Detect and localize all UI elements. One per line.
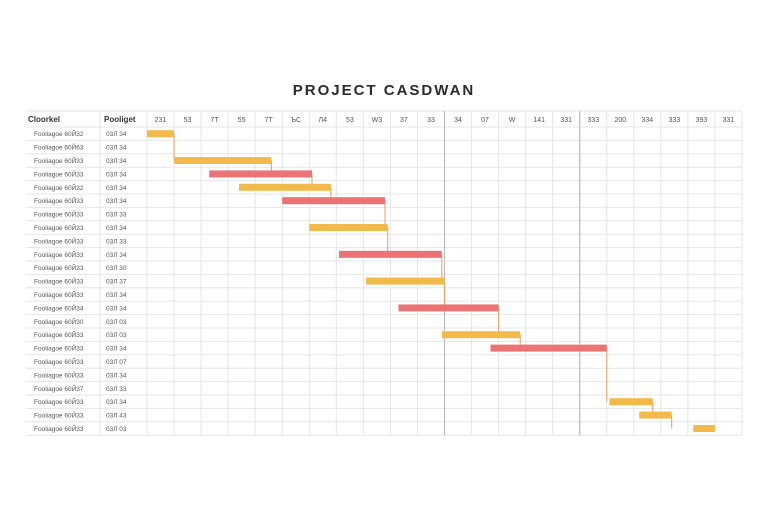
timeline-tick-label: 37 [400,117,408,124]
task-value-label: 03Л 34 [106,131,127,138]
task-name-label: Fooliagoe 60Й32 [34,183,84,192]
task-value-label: 03Л 34 [106,399,127,406]
task-name-label: Fooliagoe 60Й33 [34,236,84,245]
task-name-label: Fooliagoe 60Й30 [34,317,84,326]
chart-title: PROJECT CASDWAN [292,82,476,99]
timeline-tick-label: Л4 [319,117,328,124]
task-bar [339,250,442,258]
timeline-tick-label: W [509,117,516,124]
timeline-tick-label: 334 [641,117,653,124]
task-name-label: Fooliagoe 60Й33 [34,223,84,232]
task-name-label: Fooliagoe 60Й34 [34,303,84,312]
task-name-label: Fooliagoe 60Й33 [34,250,84,259]
task-value-label: 03Л 03 [106,426,127,433]
task-value-label: 03Л 33 [106,386,127,393]
timeline-tick-label: 07 [481,117,489,124]
timeline-tick-label: W3 [372,117,383,124]
task-bar [238,183,331,191]
labels-layer: Fooliagoe 60Й32 03Л 34 Fooliagoe 60Й63 03Л … [34,129,127,433]
task-value-label: 03Л 34 [106,252,127,259]
task-bar [441,331,521,339]
task-value-label: 03Л 34 [106,346,127,353]
task-value-label: 03Л 34 [106,292,127,299]
task-value-label: 03Л 03 [106,319,127,326]
task-name-label: Fooliagoe 60Й63 [34,143,84,152]
task-name-label: Fooliagoe 60Й33 [34,330,84,339]
bars-layer [147,130,715,432]
timeline-tick-label: 7T [265,117,274,124]
task-value-label: 03Л 34 [106,372,127,379]
timeline-tick-label: 53 [184,117,192,124]
task-bar [693,425,715,432]
timeline-tick-label: 7T [211,117,220,124]
task-value-label: 03Л 34 [106,171,127,178]
task-name-label: Fooliagoe 60Й33 [34,344,84,353]
task-value-label: 03Л 34 [106,198,127,205]
timeline-tick-label: 393 [696,117,708,124]
task-name-label: Fooliagoe 60Й37 [34,384,84,393]
task-name-label: Fooliagoe 60Й33 [34,397,84,406]
task-value-label: 03Л 07 [106,359,127,366]
timeline-tick-label: 33 [427,117,435,124]
task-bar [309,224,388,231]
task-bar [209,170,312,178]
task-value-label: 03Л 33 [106,212,127,219]
timeline-tick-label: 231 [155,117,167,124]
task-value-label: 03Л 43 [106,413,127,420]
task-value-label: 03Л 37 [106,279,127,286]
task-name-label: Fooliagoe 60Й33 [34,210,84,219]
task-name-label: Fooliagoe 60Й33 [34,424,84,433]
task-bar [282,197,385,205]
task-name-label: Fooliagoe 60Й33 [34,156,84,165]
task-value-label: 03Л 03 [106,332,127,339]
task-name-label: Fooliagoe 60Й33 [34,370,84,379]
connectors-layer [173,133,673,429]
timeline-tick-label: 333 [669,117,681,124]
timeline-tick-label: 331 [723,117,735,124]
timeline-tick-label: 331 [560,117,572,124]
task-value-label: 03Л 34 [106,185,127,192]
timeline-tick-label: 333 [587,117,599,124]
grid-layer [26,110,743,436]
task-value-label: 03Л 30 [106,265,127,272]
task-name-label: Fooliagoe 60Й33 [34,357,84,366]
task-name-label: Fooliagoe 60Й33 [34,290,84,299]
timeline-tick-label: 34 [454,117,462,124]
header-layer: Cloorkel Pooliget 231 53 7T 55 7T ЪC Л4 53 W3 37 33 3… [28,115,734,124]
task-name-label: Fooliagoe 60Й33 [34,263,84,272]
timeline-tick-label: ЪC [290,117,301,124]
timeline-tick-label: 53 [346,117,354,124]
task-bar [639,411,672,419]
task-name-label: Fooliagoe 60Й33 [34,277,84,286]
timeline-tick-label: 55 [238,117,246,124]
task-bar [490,344,607,352]
task-value-label: 03Л 34 [106,225,127,232]
task-name-label: Fooliagoe 60Й33 [34,169,84,178]
task-bar [366,277,445,285]
task-bar [609,398,653,406]
task-value-label: 03Л 34 [106,305,127,312]
timeline-tick-label: 200 [614,117,626,124]
task-value-label: 03Л 33 [106,238,127,245]
task-name-label: Fooliagoe 60Й33 [34,196,84,205]
task-bar [147,130,175,138]
task-value-label: 03Л 34 [106,145,127,152]
task-name-label: Fooliagoe 60Й32 [34,129,84,138]
task-bar [398,304,499,312]
task-name-label: Fooliagoe 60Й33 [34,411,84,420]
task-value-label: 03Л 34 [106,158,127,165]
timeline-tick-label: 141 [533,117,545,124]
column-header-task: Cloorkel [28,115,60,124]
column-header-value: Pooliget [104,115,136,124]
task-bar [174,157,272,164]
